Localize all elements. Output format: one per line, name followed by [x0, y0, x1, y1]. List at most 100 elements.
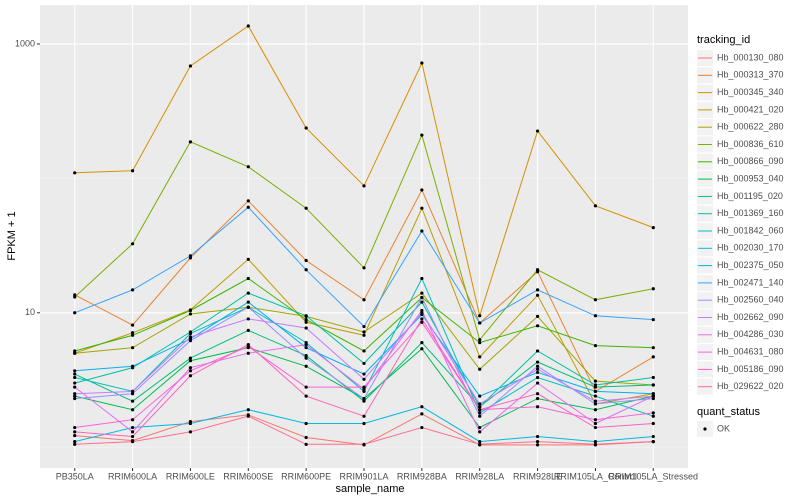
legend-label: Hb_002030_170	[717, 243, 784, 253]
data-point	[420, 340, 424, 345]
data-point	[130, 323, 135, 327]
data-point	[188, 430, 193, 434]
data-point	[593, 421, 598, 426]
data-point	[535, 129, 540, 133]
data-point	[420, 188, 424, 192]
data-point	[478, 440, 482, 444]
data-point	[73, 430, 77, 434]
data-point	[362, 361, 366, 366]
data-point	[478, 425, 482, 430]
legend-label: Hb_002560_040	[717, 295, 784, 305]
legend-title: tracking_id	[697, 34, 750, 46]
data-point	[130, 434, 135, 439]
data-point	[535, 370, 540, 375]
data-point	[73, 440, 77, 444]
data-point	[478, 367, 482, 371]
data-point	[420, 412, 424, 416]
data-point	[535, 443, 540, 447]
data-point	[593, 394, 598, 398]
data-point	[420, 206, 424, 210]
data-point	[362, 414, 366, 418]
data-point	[420, 300, 424, 304]
data-point	[362, 399, 366, 403]
data-point	[593, 383, 598, 387]
x-tick-label: RRIM928LE	[513, 471, 562, 481]
data-point	[362, 372, 366, 376]
data-point	[304, 258, 308, 263]
legend-label: Hb_000130_080	[717, 52, 784, 62]
data-point	[651, 414, 655, 418]
legend-label: Hb_000622_280	[717, 122, 784, 132]
data-point	[130, 430, 135, 434]
data-point	[478, 442, 482, 446]
legend-label: Hb_002375_050	[717, 260, 784, 270]
data-point	[535, 349, 540, 353]
legend-label: Hb_001369_160	[717, 208, 784, 218]
data-point	[420, 291, 424, 295]
data-point	[73, 349, 77, 353]
data-point	[73, 293, 77, 297]
x-tick-label: RRIM600LA	[108, 471, 157, 481]
data-point	[362, 324, 366, 329]
data-point	[304, 435, 308, 440]
y-tick-label: 1000	[15, 38, 35, 48]
data-point	[304, 314, 308, 318]
data-point	[130, 389, 135, 394]
data-point	[73, 442, 77, 446]
y-tick-label: 10	[25, 307, 35, 317]
data-point	[246, 276, 250, 281]
legend-label: Hb_004631_080	[717, 346, 784, 356]
data-point	[130, 333, 135, 337]
data-point	[593, 440, 598, 444]
data-point	[535, 396, 540, 401]
data-point	[478, 340, 482, 345]
data-point	[478, 405, 482, 409]
data-point	[420, 61, 424, 65]
data-point	[535, 324, 540, 328]
data-point	[535, 360, 540, 364]
data-point	[73, 351, 77, 355]
data-point	[304, 346, 308, 350]
data-point	[73, 433, 77, 438]
legend-label: Hb_002662_090	[717, 312, 784, 322]
data-point	[73, 381, 77, 385]
data-point	[73, 369, 77, 373]
x-tick-label: RRIM600LE	[166, 471, 215, 481]
legend-label: Hb_000345_340	[717, 87, 784, 97]
data-point	[420, 347, 424, 351]
data-point	[535, 288, 540, 292]
data-point	[362, 442, 366, 446]
data-point	[246, 328, 250, 332]
data-point	[651, 375, 655, 380]
data-point	[420, 308, 424, 313]
data-point	[651, 383, 655, 387]
data-point	[130, 364, 135, 368]
data-point	[593, 204, 598, 208]
data-point	[246, 408, 250, 412]
data-point	[593, 418, 598, 422]
data-point	[362, 266, 366, 270]
data-point	[593, 402, 598, 406]
data-point	[130, 440, 135, 444]
data-point	[535, 364, 540, 368]
data-point	[304, 126, 308, 130]
data-point	[304, 268, 308, 272]
legend-label: Hb_000836_610	[717, 139, 784, 149]
data-point	[362, 333, 366, 337]
data-point	[535, 314, 540, 318]
data-point	[651, 226, 655, 230]
data-point	[130, 346, 135, 350]
data-point	[188, 359, 193, 363]
legend-label: Hb_001195_020	[717, 191, 783, 201]
data-point	[420, 320, 424, 324]
data-point	[188, 335, 193, 339]
data-point	[478, 394, 482, 398]
data-point	[304, 206, 308, 210]
y-axis-title: FPKM + 1	[6, 211, 18, 260]
data-point	[304, 354, 308, 358]
data-point	[651, 394, 655, 398]
data-point	[188, 366, 193, 370]
data-point	[246, 165, 250, 169]
data-point	[535, 375, 540, 380]
data-point	[478, 430, 482, 434]
